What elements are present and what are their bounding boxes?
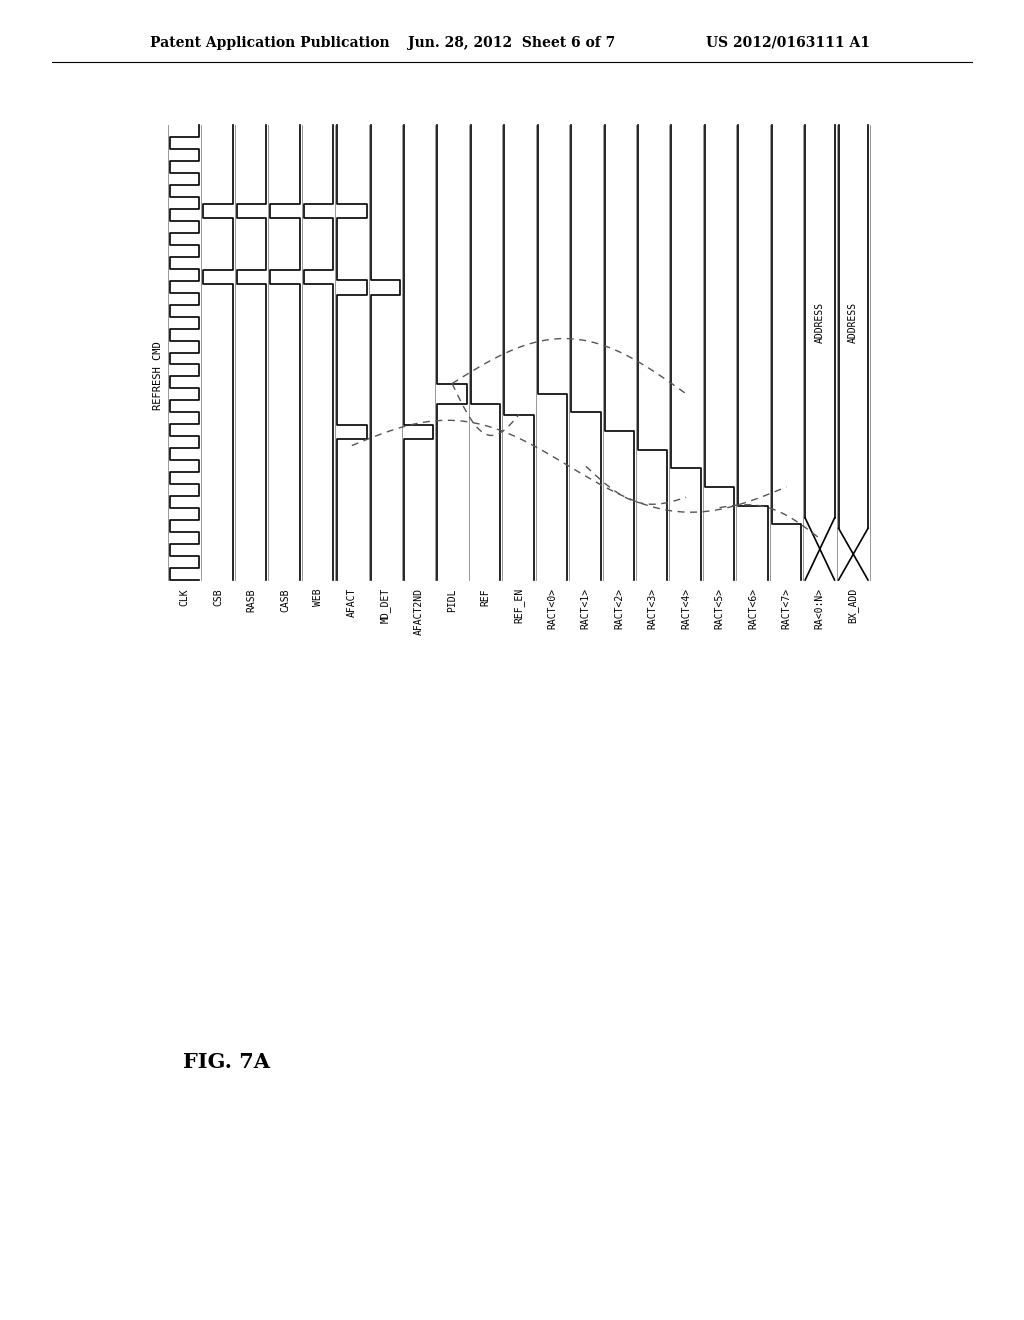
Text: RACT<5>: RACT<5>	[715, 587, 725, 630]
Text: BX_ADD: BX_ADD	[848, 587, 859, 623]
Text: REF_EN: REF_EN	[514, 587, 524, 623]
Text: WEB: WEB	[313, 587, 324, 606]
Text: Patent Application Publication: Patent Application Publication	[150, 36, 389, 50]
Text: CLK: CLK	[180, 587, 189, 606]
Text: RACT<3>: RACT<3>	[648, 587, 657, 630]
Text: RACT<1>: RACT<1>	[581, 587, 591, 630]
Text: FIG. 7A: FIG. 7A	[183, 1052, 270, 1072]
Text: PIDL: PIDL	[447, 587, 457, 611]
Text: MD_DET: MD_DET	[380, 587, 391, 623]
Text: RACT<2>: RACT<2>	[614, 587, 625, 630]
Text: REFRESH CMD: REFRESH CMD	[153, 341, 163, 409]
Text: AFACT: AFACT	[347, 587, 356, 618]
Text: RACT<4>: RACT<4>	[681, 587, 691, 630]
Text: RACT<7>: RACT<7>	[781, 587, 792, 630]
Text: ADDRESS: ADDRESS	[815, 302, 825, 343]
Text: CASB: CASB	[280, 587, 290, 611]
Text: RASB: RASB	[247, 587, 257, 611]
Text: RACT<6>: RACT<6>	[748, 587, 758, 630]
Text: REF: REF	[480, 587, 490, 606]
Text: RACT<0>: RACT<0>	[548, 587, 557, 630]
Text: Jun. 28, 2012  Sheet 6 of 7: Jun. 28, 2012 Sheet 6 of 7	[409, 36, 615, 50]
Text: US 2012/0163111 A1: US 2012/0163111 A1	[706, 36, 870, 50]
Text: CSB: CSB	[213, 587, 223, 606]
Text: RA<0:N>: RA<0:N>	[815, 587, 825, 630]
Text: ADDRESS: ADDRESS	[848, 302, 858, 343]
Text: AFACT2ND: AFACT2ND	[414, 587, 424, 635]
